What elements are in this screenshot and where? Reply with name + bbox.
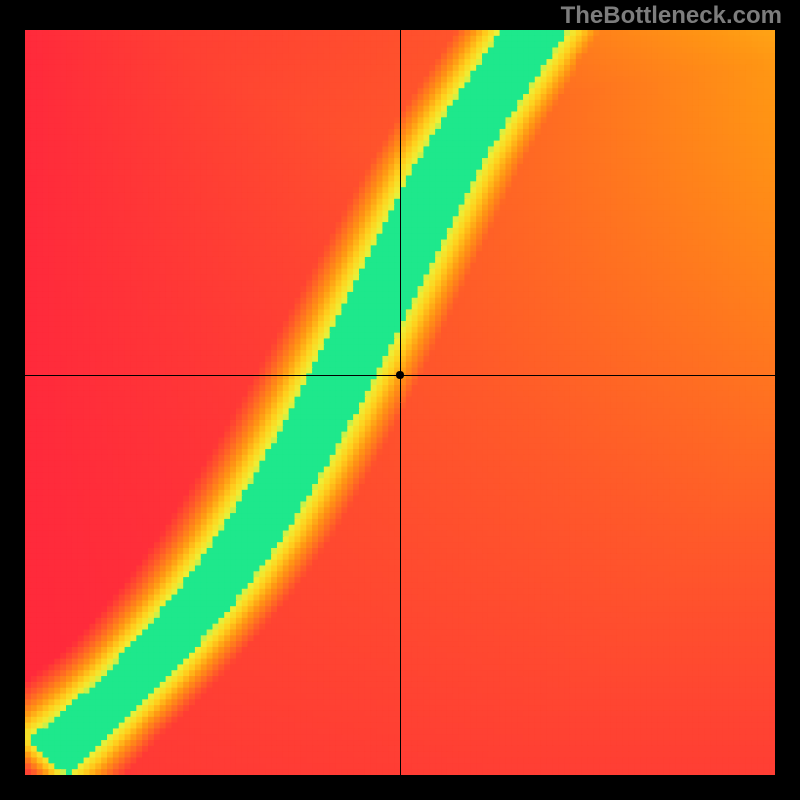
- source-watermark: TheBottleneck.com: [561, 2, 782, 30]
- chart-container: TheBottleneck.com: [0, 0, 800, 800]
- bottleneck-heatmap: [25, 30, 775, 775]
